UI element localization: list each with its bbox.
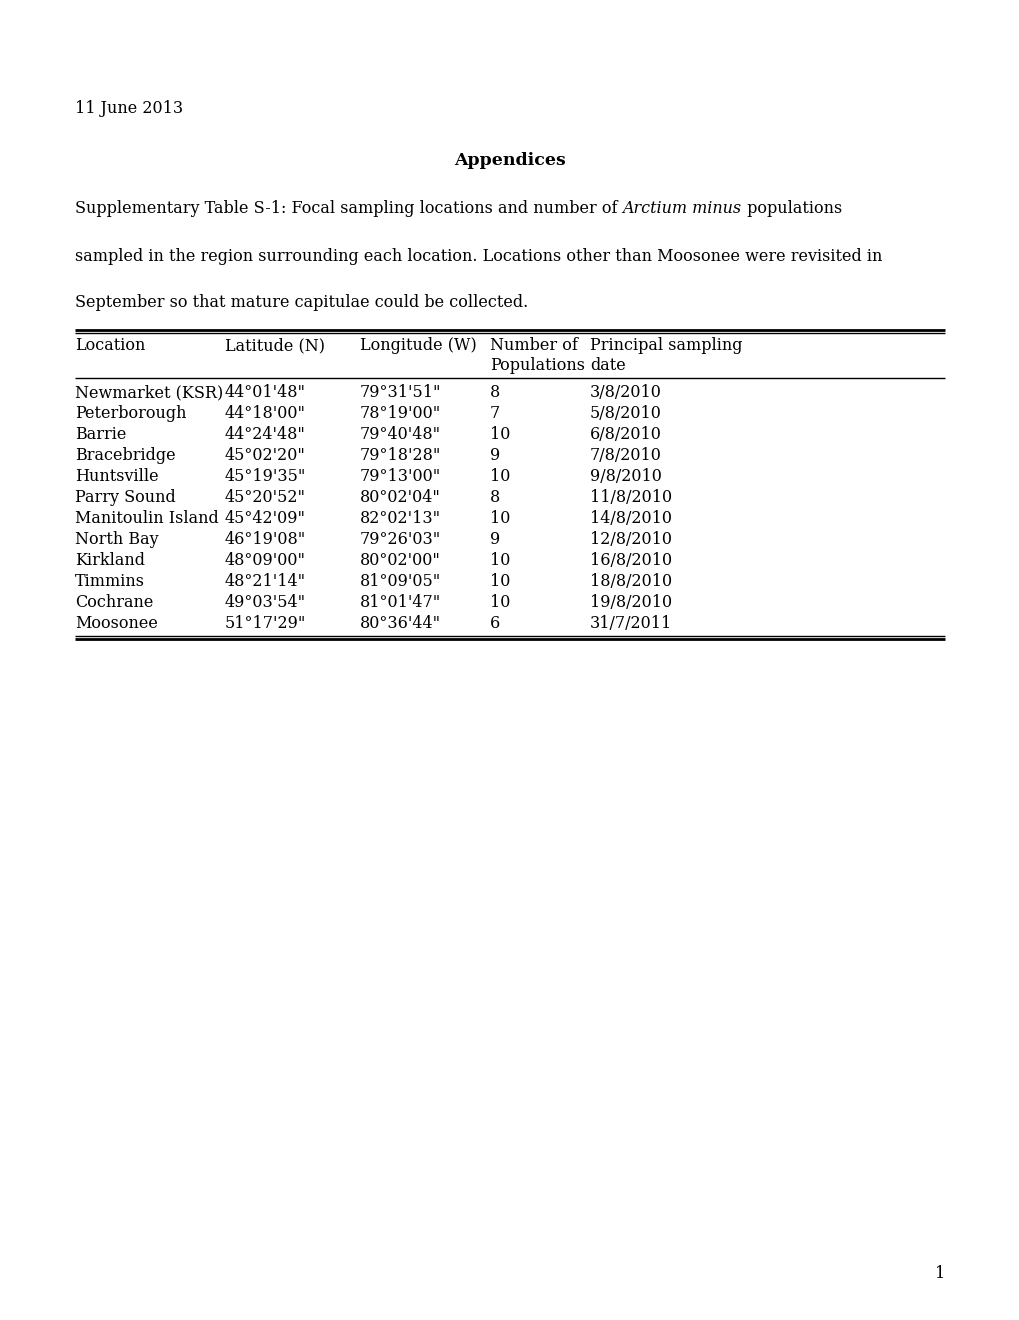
Text: 79°26'03": 79°26'03" bbox=[360, 531, 441, 548]
Text: 80°02'04": 80°02'04" bbox=[360, 488, 440, 506]
Text: 14/8/2010: 14/8/2010 bbox=[589, 510, 672, 527]
Text: 45°20'52": 45°20'52" bbox=[225, 488, 306, 506]
Text: 9: 9 bbox=[489, 531, 499, 548]
Text: 44°18'00": 44°18'00" bbox=[225, 405, 306, 422]
Text: 19/8/2010: 19/8/2010 bbox=[589, 594, 672, 611]
Text: Timmins: Timmins bbox=[75, 573, 145, 590]
Text: Parry Sound: Parry Sound bbox=[75, 488, 175, 506]
Text: 10: 10 bbox=[489, 573, 510, 590]
Text: 10: 10 bbox=[489, 469, 510, 484]
Text: 81°01'47": 81°01'47" bbox=[360, 594, 441, 611]
Text: Populations: Populations bbox=[489, 356, 585, 374]
Text: populations: populations bbox=[741, 201, 841, 216]
Text: 1: 1 bbox=[933, 1265, 944, 1282]
Text: 79°18'28": 79°18'28" bbox=[360, 447, 441, 465]
Text: Longitude (W): Longitude (W) bbox=[360, 337, 476, 354]
Text: Huntsville: Huntsville bbox=[75, 469, 159, 484]
Text: Principal sampling: Principal sampling bbox=[589, 337, 742, 354]
Text: 49°03'54": 49°03'54" bbox=[225, 594, 306, 611]
Text: 79°13'00": 79°13'00" bbox=[360, 469, 441, 484]
Text: 10: 10 bbox=[489, 510, 510, 527]
Text: 45°19'35": 45°19'35" bbox=[225, 469, 306, 484]
Text: Supplementary Table S-1: Focal sampling locations and number of: Supplementary Table S-1: Focal sampling … bbox=[75, 201, 622, 216]
Text: Bracebridge: Bracebridge bbox=[75, 447, 175, 465]
Text: 78°19'00": 78°19'00" bbox=[360, 405, 441, 422]
Text: 6: 6 bbox=[489, 615, 499, 632]
Text: 11 June 2013: 11 June 2013 bbox=[75, 100, 183, 117]
Text: 46°19'08": 46°19'08" bbox=[225, 531, 306, 548]
Text: 11/8/2010: 11/8/2010 bbox=[589, 488, 672, 506]
Text: 80°02'00": 80°02'00" bbox=[360, 552, 440, 569]
Text: Kirkland: Kirkland bbox=[75, 552, 145, 569]
Text: 80°36'44": 80°36'44" bbox=[360, 615, 440, 632]
Text: 3/8/2010: 3/8/2010 bbox=[589, 384, 661, 401]
Text: Barrie: Barrie bbox=[75, 426, 126, 444]
Text: 10: 10 bbox=[489, 594, 510, 611]
Text: Moosonee: Moosonee bbox=[75, 615, 158, 632]
Text: 8: 8 bbox=[489, 488, 499, 506]
Text: date: date bbox=[589, 356, 625, 374]
Text: September so that mature capitulae could be collected.: September so that mature capitulae could… bbox=[75, 294, 528, 312]
Text: 45°42'09": 45°42'09" bbox=[225, 510, 306, 527]
Text: 18/8/2010: 18/8/2010 bbox=[589, 573, 672, 590]
Text: 10: 10 bbox=[489, 552, 510, 569]
Text: 44°24'48": 44°24'48" bbox=[225, 426, 306, 444]
Text: 45°02'20": 45°02'20" bbox=[225, 447, 306, 465]
Text: 5/8/2010: 5/8/2010 bbox=[589, 405, 661, 422]
Text: 9/8/2010: 9/8/2010 bbox=[589, 469, 661, 484]
Text: Appendices: Appendices bbox=[453, 152, 566, 169]
Text: Peterborough: Peterborough bbox=[75, 405, 186, 422]
Text: Latitude (N): Latitude (N) bbox=[225, 337, 325, 354]
Text: 31/7/2011: 31/7/2011 bbox=[589, 615, 672, 632]
Text: 44°01'48": 44°01'48" bbox=[225, 384, 306, 401]
Text: Manitoulin Island: Manitoulin Island bbox=[75, 510, 218, 527]
Text: 12/8/2010: 12/8/2010 bbox=[589, 531, 672, 548]
Text: 7: 7 bbox=[489, 405, 499, 422]
Text: Cochrane: Cochrane bbox=[75, 594, 153, 611]
Text: 79°31'51": 79°31'51" bbox=[360, 384, 441, 401]
Text: Arctium minus: Arctium minus bbox=[622, 201, 741, 216]
Text: sampled in the region surrounding each location. Locations other than Moosonee w: sampled in the region surrounding each l… bbox=[75, 248, 881, 265]
Text: 48°09'00": 48°09'00" bbox=[225, 552, 306, 569]
Text: 6/8/2010: 6/8/2010 bbox=[589, 426, 661, 444]
Text: Location: Location bbox=[75, 337, 146, 354]
Text: 8: 8 bbox=[489, 384, 499, 401]
Text: Newmarket (KSR): Newmarket (KSR) bbox=[75, 384, 223, 401]
Text: 51°17'29": 51°17'29" bbox=[225, 615, 306, 632]
Text: 82°02'13": 82°02'13" bbox=[360, 510, 440, 527]
Text: 10: 10 bbox=[489, 426, 510, 444]
Text: 9: 9 bbox=[489, 447, 499, 465]
Text: 48°21'14": 48°21'14" bbox=[225, 573, 306, 590]
Text: 7/8/2010: 7/8/2010 bbox=[589, 447, 661, 465]
Text: 81°09'05": 81°09'05" bbox=[360, 573, 441, 590]
Text: 16/8/2010: 16/8/2010 bbox=[589, 552, 672, 569]
Text: Number of: Number of bbox=[489, 337, 578, 354]
Text: North Bay: North Bay bbox=[75, 531, 159, 548]
Text: 79°40'48": 79°40'48" bbox=[360, 426, 440, 444]
